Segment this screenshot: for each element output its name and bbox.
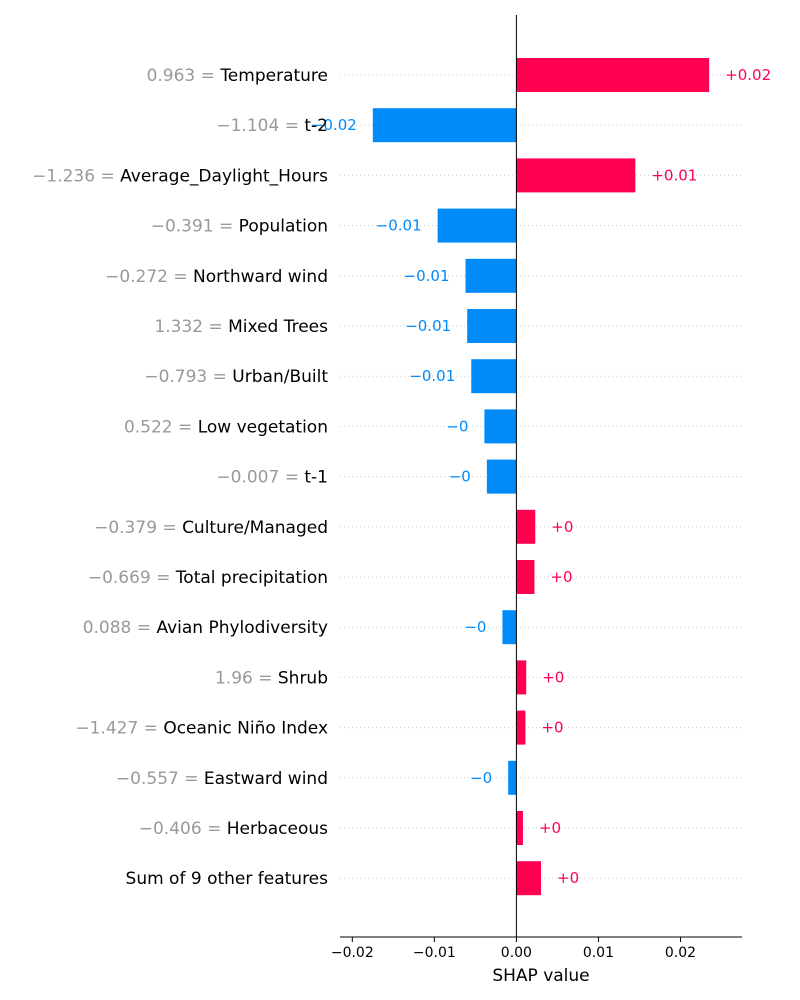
feature-label: Sum of 9 other features <box>126 869 329 889</box>
feature-label: 0.963 = Temperature <box>147 66 328 86</box>
bar-value-label: +0 <box>542 668 564 686</box>
feature-label: −1.427 = Oceanic Niño Index <box>75 719 328 739</box>
feature-value: −1.236 = <box>32 166 120 186</box>
bar <box>516 509 536 544</box>
bar-value-label: −0 <box>470 769 492 787</box>
feature-value: −0.379 = <box>94 518 182 538</box>
feature-name: Culture/Managed <box>182 518 328 538</box>
feature-value: −0.406 = <box>139 819 227 839</box>
x-tick-label: −0.01 <box>413 945 456 961</box>
feature-name: Average_Daylight_Hours <box>120 166 328 186</box>
bar <box>516 560 535 594</box>
feature-name: Total precipitation <box>175 568 328 588</box>
feature-value: 1.96 = <box>215 668 278 688</box>
feature-name: Oceanic Niño Index <box>163 719 328 739</box>
feature-name: Mixed Trees <box>228 317 328 337</box>
feature-label: −0.793 = Urban/Built <box>144 367 328 387</box>
bar-value-label: +0 <box>541 719 563 737</box>
feature-label: −0.379 = Culture/Managed <box>94 518 328 538</box>
feature-value: −0.391 = <box>151 217 239 237</box>
feature-label: −0.272 = Northward wind <box>105 267 328 287</box>
bar <box>471 359 517 394</box>
feature-name: Low vegetation <box>198 417 328 437</box>
feature-value: −0.669 = <box>88 568 176 588</box>
bar-value-label: +0 <box>551 518 573 536</box>
bar-value-label: −0.01 <box>376 217 422 235</box>
bar <box>372 108 517 143</box>
feature-name: t-2 <box>304 116 328 136</box>
feature-value: −0.557 = <box>116 769 204 789</box>
bar <box>516 660 527 695</box>
bar-value-label: −0 <box>449 468 471 486</box>
bar <box>516 861 541 896</box>
feature-label: 0.088 = Avian Phylodiversity <box>83 618 328 638</box>
feature-label: 0.522 = Low vegetation <box>124 417 328 437</box>
feature-label: −0.391 = Population <box>151 217 328 237</box>
bar <box>502 610 517 645</box>
bar <box>516 811 523 845</box>
bar-value-label: +0.01 <box>651 166 697 184</box>
bars <box>372 58 710 896</box>
feature-value: 0.088 = <box>83 618 157 638</box>
bar-value-label: −0 <box>464 618 486 636</box>
feature-value: −1.104 = <box>216 116 304 136</box>
feature-value: 0.522 = <box>124 417 198 437</box>
bar-value-label: −0.01 <box>409 367 455 385</box>
bar <box>484 409 517 444</box>
x-tick-label: −0.02 <box>331 945 374 961</box>
bar-value-label: −0.01 <box>404 267 450 285</box>
feature-value: −1.427 = <box>75 719 163 739</box>
feature-value: 1.332 = <box>154 317 228 337</box>
feature-value: −0.007 = <box>216 468 304 488</box>
feature-label: −0.669 = Total precipitation <box>88 568 328 588</box>
bar <box>465 258 517 293</box>
bar <box>516 710 526 745</box>
x-tick-label: 0.00 <box>501 945 532 961</box>
feature-name: t-1 <box>304 468 328 488</box>
bar-value-label: −0 <box>446 417 468 435</box>
bar <box>516 158 636 193</box>
feature-label: −0.007 = t-1 <box>216 468 328 488</box>
feature-name: Sum of 9 other features <box>126 869 329 889</box>
bar-value-label: −0.02 <box>311 116 357 134</box>
bar-value-label: +0.02 <box>725 66 771 84</box>
x-axis: SHAP value −0.02 −0.01 0.00 0.01 0.02 <box>331 15 742 986</box>
feature-name: Shrub <box>278 668 328 688</box>
bar-value-label: +0 <box>557 869 579 887</box>
feature-name: Urban/Built <box>232 367 328 387</box>
feature-label: 1.332 = Mixed Trees <box>154 317 328 337</box>
feature-label: −1.104 = t-2 <box>216 116 328 136</box>
bar <box>437 208 517 243</box>
feature-name: Population <box>239 217 328 237</box>
feature-label: −0.406 = Herbaceous <box>139 819 328 839</box>
feature-value: 0.963 = <box>147 66 221 86</box>
bar <box>486 459 517 494</box>
x-axis-label: SHAP value <box>492 966 589 986</box>
x-tick-label: 0.01 <box>583 945 614 961</box>
feature-name: Eastward wind <box>204 769 328 789</box>
x-tick-label: 0.02 <box>665 945 696 961</box>
feature-label: 1.96 = Shrub <box>215 668 328 688</box>
feature-name: Temperature <box>219 66 328 86</box>
feature-name: Northward wind <box>193 267 328 287</box>
bar <box>516 58 710 92</box>
feature-name: Avian Phylodiversity <box>156 618 328 638</box>
bar-value-label: +0 <box>550 568 572 586</box>
feature-label: −1.236 = Average_Daylight_Hours <box>32 166 328 186</box>
bar <box>508 760 517 795</box>
feature-value: −0.793 = <box>144 367 232 387</box>
bar-value-label: +0 <box>539 819 561 837</box>
feature-value: −0.272 = <box>105 267 193 287</box>
bar <box>467 309 517 343</box>
grid-lines <box>340 74 742 879</box>
feature-labels: +0.020.963 = Temperature−0.02−1.104 = t-… <box>32 66 771 889</box>
feature-label: −0.557 = Eastward wind <box>116 769 328 789</box>
bar-value-label: −0.01 <box>405 317 451 335</box>
feature-name: Herbaceous <box>227 819 328 839</box>
